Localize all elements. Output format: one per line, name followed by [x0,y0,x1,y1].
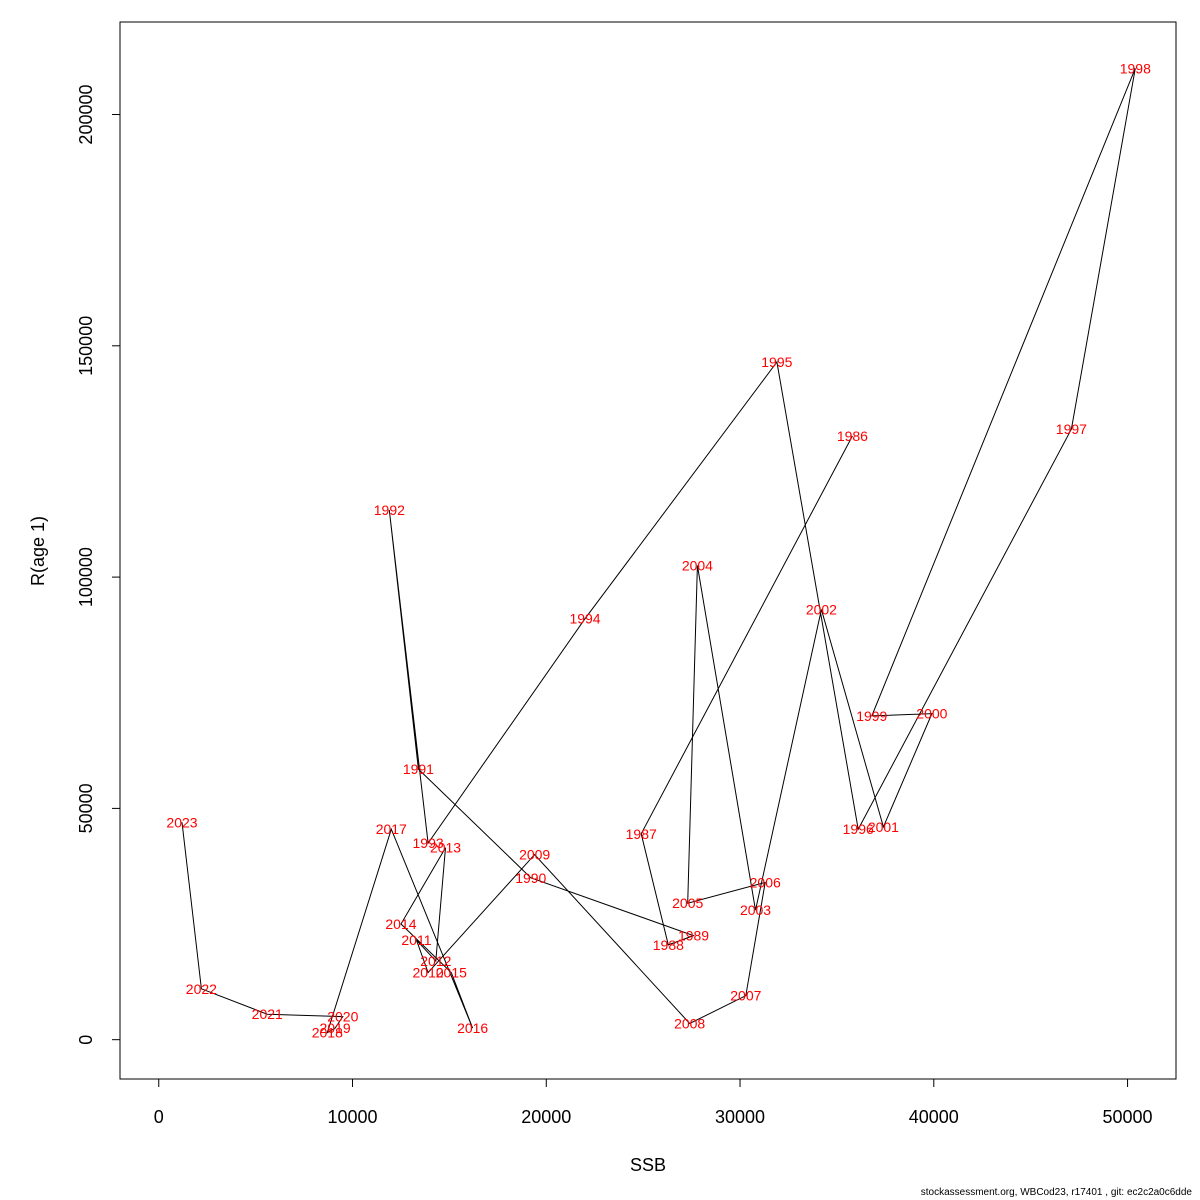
point-label-2019: 2019 [319,1020,350,1036]
point-label-1989: 1989 [678,928,709,944]
point-label-2017: 2017 [376,821,407,837]
point-label-2002: 2002 [806,601,837,617]
y-tick-label: 150000 [76,316,96,376]
point-label-2008: 2008 [674,1015,705,1031]
x-tick-label: 50000 [1103,1107,1153,1127]
point-label-2004: 2004 [682,558,713,574]
y-tick-label: 200000 [76,84,96,144]
point-label-1992: 1992 [374,502,405,518]
point-label-2018: 2018 [312,1025,343,1041]
x-tick-label: 10000 [327,1107,377,1127]
footer-credit: stockassessment.org, WBCod23, r17401 , g… [920,1187,1192,1198]
point-label-2001: 2001 [868,819,899,835]
x-axis-title: SSB [630,1155,666,1175]
point-label-2014: 2014 [385,916,416,932]
y-tick-label: 0 [76,1035,96,1045]
point-label-2005: 2005 [672,895,703,911]
y-axis: 0 50000 100000 150000 200000 [76,84,121,1045]
point-label-1986: 1986 [837,428,868,444]
point-label-2023: 2023 [166,814,197,830]
point-label-1994: 1994 [569,611,600,627]
x-tick-label: 40000 [909,1107,959,1127]
point-label-2003: 2003 [740,902,771,918]
point-label-2013: 2013 [430,840,461,856]
point-label-1990: 1990 [515,870,546,886]
point-label-1996: 1996 [843,821,874,837]
point-label-2021: 2021 [252,1006,283,1022]
x-tick-label: 20000 [521,1107,571,1127]
point-label-2016: 2016 [457,1020,488,1036]
point-label-2022: 2022 [186,981,217,997]
point-label-2000: 2000 [916,706,947,722]
point-label-1988: 1988 [653,937,684,953]
plot-frame [119,21,1177,1080]
point-label-1997: 1997 [1056,421,1087,437]
point-label-1995: 1995 [761,354,792,370]
point-label-1998: 1998 [1120,60,1151,76]
point-label-2009: 2009 [519,847,550,863]
point-label-2012: 2012 [420,953,451,969]
point-label-2010: 2010 [413,965,444,981]
point-label-1987: 1987 [626,826,657,842]
point-label-2006: 2006 [750,874,781,890]
point-label-2020: 2020 [327,1009,358,1025]
point-label-1993: 1993 [413,835,444,851]
x-tick-label: 30000 [715,1107,765,1127]
y-tick-label: 50000 [76,783,96,833]
point-label-2011: 2011 [401,932,431,948]
x-axis: 0 10000 20000 30000 40000 50000 [154,1078,1153,1127]
y-axis-title: R(age 1) [28,516,48,586]
series-line [181,68,1136,1034]
x-tick-label: 0 [154,1107,164,1127]
point-label-2015: 2015 [436,965,467,981]
y-tick-label: 100000 [76,547,96,607]
point-label-1991: 1991 [403,761,434,777]
point-label-1999: 1999 [856,708,887,724]
point-label-2007: 2007 [730,988,761,1004]
